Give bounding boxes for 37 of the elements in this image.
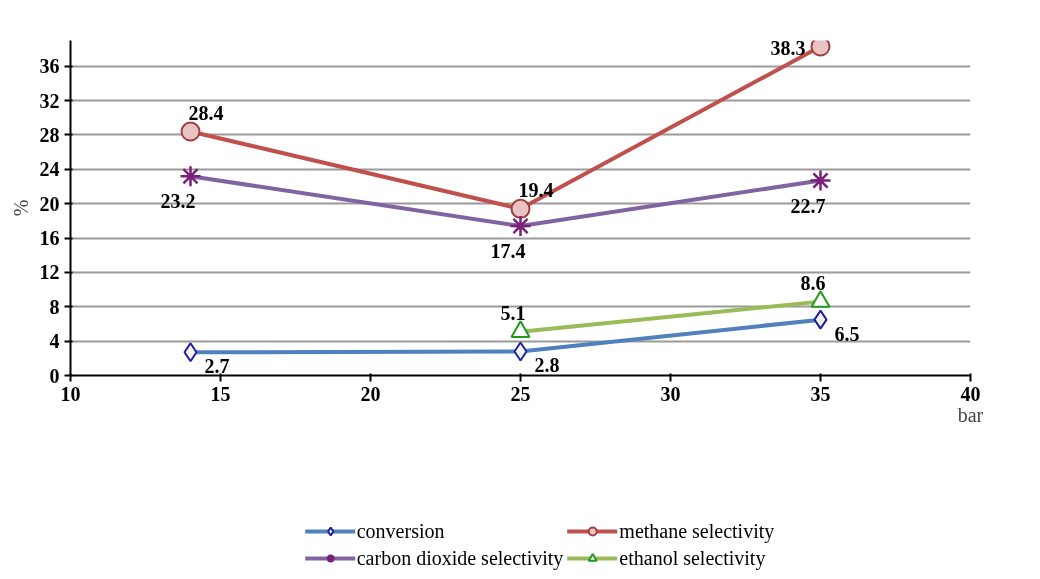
- point: [810, 40, 831, 57]
- y-axis-title: %: [9, 199, 32, 217]
- x-tick-label: 20: [360, 382, 381, 405]
- data-label: 8.6: [800, 271, 826, 294]
- x-tick-label: 15: [210, 382, 231, 405]
- data-label: 38.3: [770, 36, 806, 59]
- data-label: 2.8: [534, 354, 560, 377]
- y-tick-label: 4: [49, 330, 60, 353]
- data-label: 28.4: [188, 101, 224, 124]
- data-label: 6.5: [834, 322, 860, 345]
- y-tick-label: 12: [39, 261, 60, 284]
- x-tick-label: 25: [510, 382, 531, 405]
- x-tick-label: 10: [60, 382, 81, 405]
- data-label: 17.4: [490, 240, 526, 263]
- data-label: 2.7: [204, 355, 230, 378]
- y-tick-label: 32: [39, 89, 60, 112]
- data-label: 22.7: [790, 194, 826, 217]
- y-tick-label: 16: [39, 227, 60, 250]
- point: [510, 198, 531, 219]
- y-tick-label: 28: [39, 123, 60, 146]
- x-tick-label: 35: [810, 382, 831, 405]
- data-label: 5.1: [500, 301, 526, 324]
- y-tick-label: 8: [49, 295, 60, 318]
- x-tick-label: 30: [660, 382, 681, 405]
- y-tick-label: 20: [39, 192, 60, 215]
- data-label: 19.4: [518, 178, 554, 201]
- legend-label: ethanol selectivity: [619, 546, 766, 570]
- legend-label: conversion: [356, 519, 445, 543]
- point: [180, 121, 201, 142]
- x-tick-label: 40: [960, 382, 981, 405]
- y-tick-label: 24: [39, 158, 60, 181]
- data-label: 23.2: [160, 190, 196, 213]
- x-axis-title: bar: [957, 403, 984, 426]
- legend-label: methane selectivity: [619, 519, 775, 543]
- y-tick-label: 0: [49, 364, 60, 387]
- legend-label: carbon dioxide selectivity: [356, 546, 564, 570]
- y-tick-label: 36: [39, 55, 60, 78]
